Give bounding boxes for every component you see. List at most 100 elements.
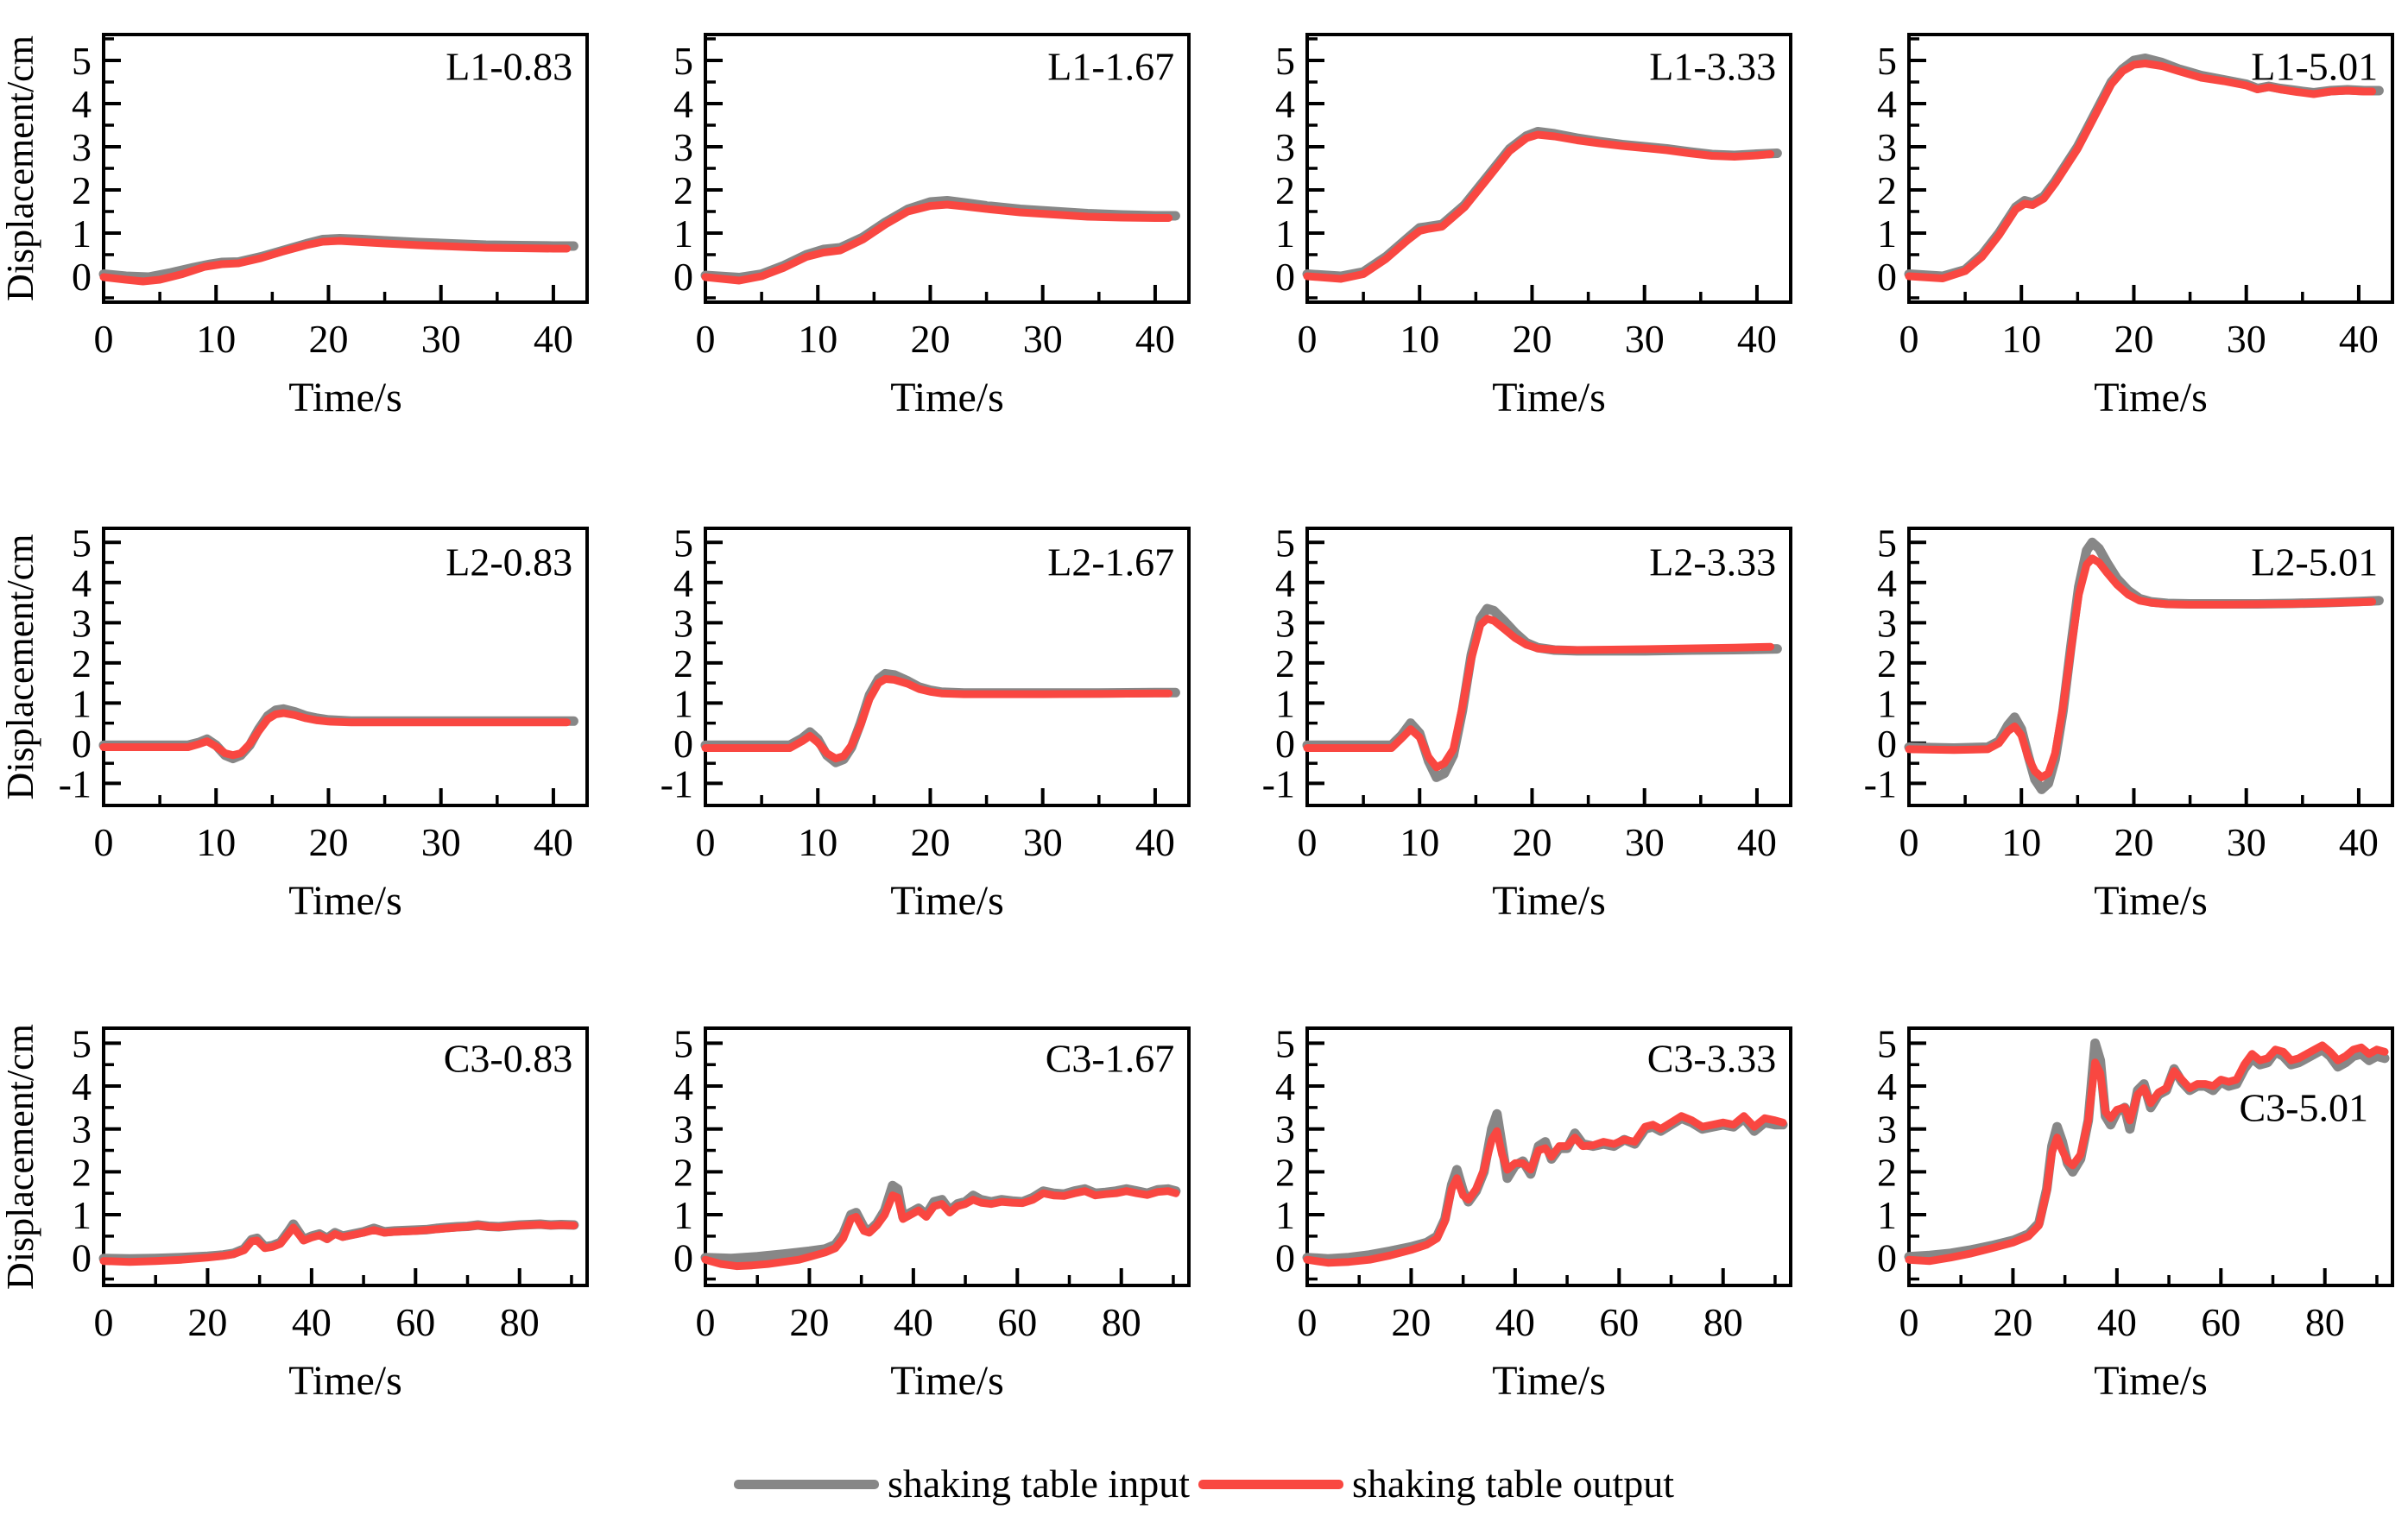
y-tick-label: 5 xyxy=(1877,1021,1897,1065)
y-tick-label: 4 xyxy=(72,561,92,605)
series-output-line xyxy=(99,1221,578,1266)
panel-title: L2-3.33 xyxy=(1649,540,1776,584)
x-tick-label: 0 xyxy=(1899,317,1919,361)
panel-title: L2-1.67 xyxy=(1047,540,1174,584)
y-tick-label: 3 xyxy=(1275,125,1295,169)
x-tick-label: 40 xyxy=(1135,317,1175,361)
x-tick-label: 30 xyxy=(1625,820,1665,864)
chart-row-2: 0 10 20 30 40 -1 0 1 2 3 4 5 L2-0.83 Time/s Displaceme… xyxy=(0,466,2408,963)
x-tick-label: 40 xyxy=(1135,820,1175,864)
x-axis-label: Time/s xyxy=(288,375,402,420)
series-output-line xyxy=(701,200,1173,285)
y-tick-label: 2 xyxy=(673,1150,693,1194)
x-tick-label: 30 xyxy=(1625,317,1665,361)
y-tick-label: 3 xyxy=(1275,1108,1295,1152)
x-tick-label: 0 xyxy=(94,317,114,361)
y-tick-label: 2 xyxy=(72,1150,92,1194)
x-axis-label: Time/s xyxy=(2094,1358,2208,1404)
x-tick-label: 40 xyxy=(894,1300,933,1344)
y-axis-label: Displacement/cm xyxy=(0,35,41,301)
x-axis-label: Time/s xyxy=(890,878,1004,924)
x-tick-label: 0 xyxy=(696,1300,716,1344)
y-tick-label: 4 xyxy=(1877,82,1897,126)
x-tick-label: 30 xyxy=(2227,317,2266,361)
x-tick-label: 40 xyxy=(2339,317,2379,361)
y-tick-label: 3 xyxy=(673,601,693,645)
series-output-line xyxy=(701,675,1173,763)
series-input-line xyxy=(1302,1108,1788,1264)
y-tick-label: 2 xyxy=(1877,1150,1897,1194)
x-tick-label: 40 xyxy=(2097,1300,2137,1344)
y-axis-label: Displacement/cm xyxy=(0,534,41,800)
x-tick-label: 20 xyxy=(2114,317,2153,361)
plot-border xyxy=(102,1026,589,1287)
y-tick-label: 2 xyxy=(1877,168,1897,212)
plot-border xyxy=(102,527,589,807)
y-tick-label: 3 xyxy=(673,1108,693,1152)
y-tick-label: 5 xyxy=(72,39,92,83)
y-tick-label: 4 xyxy=(1275,82,1295,126)
x-tick-label: 20 xyxy=(308,820,348,864)
x-tick-label: 20 xyxy=(1512,317,1552,361)
x-axis-label: Time/s xyxy=(1492,878,1606,924)
x-tick-label: 20 xyxy=(1512,820,1552,864)
y-tick-label: 0 xyxy=(72,1236,92,1280)
y-tick-label: 5 xyxy=(1275,521,1295,565)
y-tick-label: 4 xyxy=(72,82,92,126)
x-tick-label: 30 xyxy=(421,317,461,361)
x-tick-label: 80 xyxy=(2305,1300,2345,1344)
panel-title: L2-5.01 xyxy=(2251,540,2378,584)
series-output-line xyxy=(1303,615,1775,772)
x-tick-label: 10 xyxy=(2001,317,2041,361)
x-tick-label: 60 xyxy=(997,1300,1037,1344)
x-tick-label: 20 xyxy=(308,317,348,361)
panel-title: C3-5.01 xyxy=(2240,1085,2369,1129)
x-tick-label: 30 xyxy=(2227,820,2266,864)
x-tick-label: 30 xyxy=(421,820,461,864)
y-tick-label: 1 xyxy=(1877,1193,1897,1237)
y-tick-label: 3 xyxy=(1877,1108,1897,1152)
y-tick-label: 1 xyxy=(1275,1193,1295,1237)
x-tick-label: 40 xyxy=(1737,317,1777,361)
panel-title: L1-3.33 xyxy=(1649,45,1776,89)
x-tick-label: 10 xyxy=(1400,820,1439,864)
legend-input-label: shaking table input xyxy=(887,1462,1190,1506)
x-tick-label: 10 xyxy=(1400,317,1439,361)
x-tick-label: 0 xyxy=(1899,1300,1919,1344)
x-tick-label: 0 xyxy=(696,317,716,361)
y-tick-label: 0 xyxy=(72,722,92,766)
series-output-line xyxy=(1905,554,2377,781)
y-tick-label: 2 xyxy=(1275,1150,1295,1194)
y-tick-label: 3 xyxy=(72,1108,92,1152)
x-tick-label: 20 xyxy=(789,1300,829,1344)
x-tick-label: 60 xyxy=(2201,1300,2241,1344)
chart-row-3: 0 20 40 60 80 0 1 2 3 4 5 C3-0.83 Time/s Displacement… xyxy=(0,963,2408,1446)
legend-output-line-swatch xyxy=(1198,1479,1343,1489)
y-tick-label: 1 xyxy=(673,212,693,256)
x-axis-label: Time/s xyxy=(288,1358,402,1404)
x-tick-label: 0 xyxy=(94,820,114,864)
series-output-line xyxy=(99,237,572,286)
x-axis-label: Time/s xyxy=(890,375,1004,420)
x-tick-label: 10 xyxy=(798,820,837,864)
y-tick-label: 5 xyxy=(1275,39,1295,83)
plot-border xyxy=(1907,527,2394,807)
panel-title: L1-1.67 xyxy=(1047,45,1174,89)
y-tick-label: 1 xyxy=(1877,212,1897,256)
y-tick-label: 3 xyxy=(72,601,92,645)
y-tick-label: 5 xyxy=(1877,521,1897,565)
x-tick-label: 40 xyxy=(534,820,573,864)
y-tick-label: 4 xyxy=(1275,561,1295,605)
y-tick-label: 2 xyxy=(673,641,693,685)
y-tick-label: 2 xyxy=(72,168,92,212)
x-tick-label: 20 xyxy=(910,820,950,864)
x-axis-label: Time/s xyxy=(1492,1358,1606,1404)
x-tick-label: 40 xyxy=(1737,820,1777,864)
plot-border xyxy=(704,1026,1191,1287)
